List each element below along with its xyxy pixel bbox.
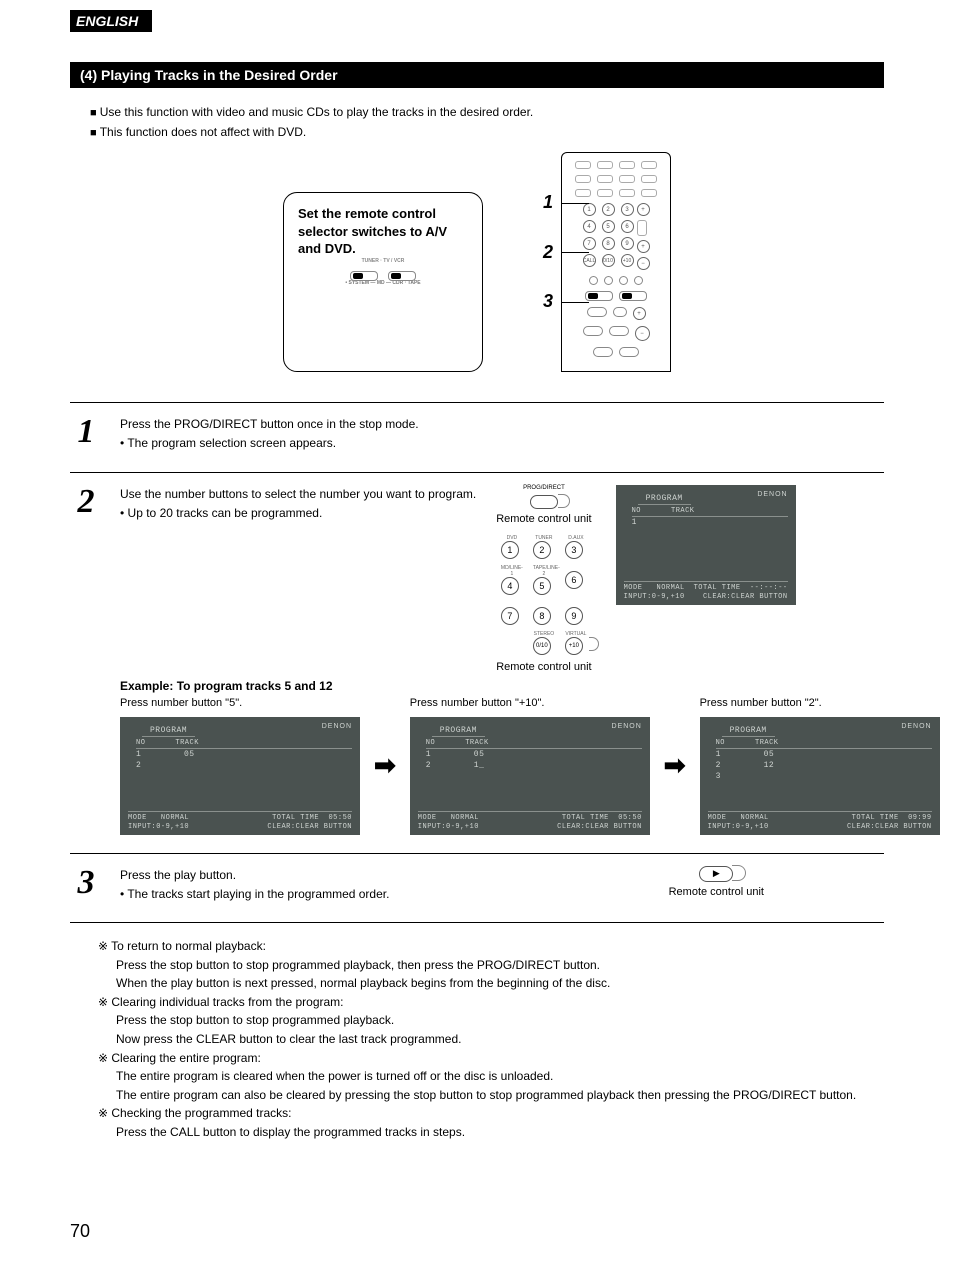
switch-right bbox=[388, 271, 416, 281]
step-2-bullet: Up to 20 tracks can be programmed. bbox=[120, 504, 476, 523]
step-1-number: 1 bbox=[70, 415, 102, 449]
numpad-figure: DVD1 TUNER2 D.AUX3 MD/LINE-14 TAPE/LINE-… bbox=[501, 535, 587, 655]
note-3-body-2: The entire program can also be cleared b… bbox=[98, 1086, 884, 1105]
program-screen-initial: DENON PROGRAM NOTRACK 1 MODE NORMALTOTAL… bbox=[616, 485, 796, 605]
note-3-body-1: The entire program is cleared when the p… bbox=[98, 1067, 884, 1086]
remote-label-1: Remote control unit bbox=[496, 513, 591, 525]
prog-direct-figure: PROG/DIRECT Remote control unit DVD1 TUN… bbox=[496, 485, 591, 673]
switch-label-top: TUNER · TV / VCR bbox=[362, 258, 405, 265]
notes-section: To return to normal playback: Press the … bbox=[70, 922, 884, 1142]
example-caption-3: Press number button "2". bbox=[700, 697, 940, 711]
note-4-head: Checking the programmed tracks: bbox=[98, 1104, 884, 1123]
example-section: Example: To program tracks 5 and 12 Pres… bbox=[70, 679, 940, 835]
remote-label-3: Remote control unit bbox=[669, 886, 764, 898]
remote-diagram: 1 2 3 123 456 789 CALL0/10+10 ++− bbox=[543, 152, 671, 372]
intro-block: Use this function with video and music C… bbox=[70, 103, 884, 142]
selector-text: Set the remote control selector switches… bbox=[298, 206, 447, 256]
step-1-bullet: The program selection screen appears. bbox=[120, 434, 884, 453]
remote-outline: 123 456 789 CALL0/10+10 ++− + − bbox=[561, 152, 671, 372]
note-3-head: Clearing the entire program: bbox=[98, 1049, 884, 1068]
example-screen-3: DENON PROGRAM NOTRACK 105 212 3 MODE NOR… bbox=[700, 717, 940, 835]
section-header: (4) Playing Tracks in the Desired Order bbox=[70, 62, 884, 88]
step-3-text: Press the play button. bbox=[120, 866, 669, 885]
selector-box: Set the remote control selector switches… bbox=[283, 192, 483, 372]
remote-callout-3: 3 bbox=[543, 291, 553, 312]
switch-top-labels: TUNER · TV / VCR bbox=[298, 258, 468, 265]
page-number: 70 bbox=[70, 1221, 884, 1242]
example-screen-1: DENON PROGRAM NOTRACK 105 2 MODE NORMALT… bbox=[120, 717, 360, 835]
play-button-figure: ▶ Remote control unit bbox=[669, 866, 764, 898]
switch-left bbox=[350, 271, 378, 281]
note-2-body-1: Press the stop button to stop programmed… bbox=[98, 1011, 884, 1030]
note-1-body-2: When the play button is next pressed, no… bbox=[98, 974, 884, 993]
step-3-number: 3 bbox=[70, 866, 102, 900]
play-button-icon: ▶ bbox=[699, 866, 733, 882]
arrow-icon: ➡ bbox=[660, 750, 690, 781]
note-2-head: Clearing individual tracks from the prog… bbox=[98, 993, 884, 1012]
step-2-text: Use the number buttons to select the num… bbox=[120, 485, 476, 504]
example-title: Example: To program tracks 5 and 12 bbox=[120, 679, 940, 693]
step-1: 1 Press the PROG/DIRECT button once in t… bbox=[70, 402, 884, 471]
step-3: 3 Press the play button. The tracks star… bbox=[70, 853, 884, 922]
example-caption-1: Press number button "5". bbox=[120, 697, 360, 711]
step-2-number: 2 bbox=[70, 485, 102, 673]
switch-bottom-labels: • SYSTEM — MD — CDR · TAPE bbox=[298, 281, 468, 287]
prog-direct-button-icon bbox=[530, 495, 558, 509]
example-caption-2: Press number button "+10". bbox=[410, 697, 650, 711]
note-1-body-1: Press the stop button to stop programmed… bbox=[98, 956, 884, 975]
step-2: 2 Use the number buttons to select the n… bbox=[70, 472, 884, 853]
step-1-text: Press the PROG/DIRECT button once in the… bbox=[120, 415, 884, 434]
prog-direct-label: PROG/DIRECT bbox=[523, 485, 565, 491]
note-2-body-2: Now press the CLEAR button to clear the … bbox=[98, 1030, 884, 1049]
intro-line-1: Use this function with video and music C… bbox=[90, 103, 884, 123]
language-tab: ENGLISH bbox=[70, 10, 152, 32]
step-3-bullet: The tracks start playing in the programm… bbox=[120, 885, 669, 904]
example-screen-2: DENON PROGRAM NOTRACK 105 21_ MODE NORMA… bbox=[410, 717, 650, 835]
note-4-body-1: Press the CALL button to display the pro… bbox=[98, 1123, 884, 1142]
remote-callout-2: 2 bbox=[543, 242, 553, 263]
remote-callout-1: 1 bbox=[543, 192, 553, 213]
note-1-head: To return to normal playback: bbox=[98, 937, 884, 956]
intro-line-2: This function does not affect with DVD. bbox=[90, 123, 884, 143]
top-figure: Set the remote control selector switches… bbox=[70, 152, 884, 372]
arrow-icon: ➡ bbox=[370, 750, 400, 781]
remote-label-2: Remote control unit bbox=[496, 661, 591, 673]
